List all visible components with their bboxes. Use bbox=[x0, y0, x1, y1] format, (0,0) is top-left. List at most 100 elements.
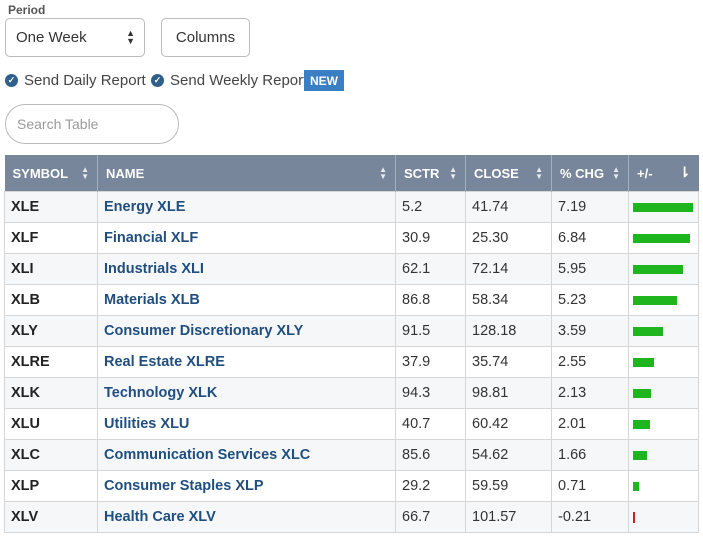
pct-chg-cell: 5.23 bbox=[551, 284, 629, 316]
name-link[interactable]: Utilities XLU bbox=[97, 408, 396, 440]
close-cell: 25.30 bbox=[465, 222, 552, 254]
sort-icon: ▲ ▼ bbox=[449, 165, 457, 181]
search-input[interactable] bbox=[5, 104, 179, 144]
close-cell: 41.74 bbox=[465, 191, 552, 223]
column-header-label: SYMBOL bbox=[12, 165, 69, 181]
period-select-value: One Week bbox=[16, 29, 87, 46]
change-bar-cell bbox=[628, 408, 699, 440]
sctr-cell: 5.2 bbox=[395, 191, 466, 223]
change-bar bbox=[633, 511, 635, 523]
table-row[interactable]: XLE Energy XLE 5.2 41.74 7.19 bbox=[4, 191, 699, 223]
table-row[interactable]: XLRE Real Estate XLRE 37.9 35.74 2.55 bbox=[4, 346, 699, 378]
symbol-cell: XLB bbox=[4, 284, 98, 316]
pct-chg-cell: 2.01 bbox=[551, 408, 629, 440]
change-bar bbox=[633, 481, 639, 491]
table-row[interactable]: XLB Materials XLB 86.8 58.34 5.23 bbox=[4, 284, 699, 316]
change-bar-cell bbox=[628, 315, 699, 347]
change-bar-cell bbox=[628, 346, 699, 378]
table-row[interactable]: XLV Health Care XLV 66.7 101.57 -0.21 bbox=[4, 501, 699, 533]
check-circle-icon[interactable]: ✓ bbox=[151, 73, 164, 87]
symbol-cell: XLRE bbox=[4, 346, 98, 378]
pct-chg-cell: 5.95 bbox=[551, 253, 629, 285]
change-bar-cell bbox=[628, 377, 699, 409]
sort-desc-icon: ⇂ bbox=[678, 164, 691, 180]
close-cell: 54.62 bbox=[465, 439, 552, 471]
column-header-pct-chg[interactable]: % CHG ▲ ▼ bbox=[551, 155, 629, 192]
name-link[interactable]: Financial XLF bbox=[97, 222, 396, 254]
change-bar bbox=[633, 295, 677, 305]
table-row[interactable]: XLP Consumer Staples XLP 29.2 59.59 0.71 bbox=[4, 470, 699, 502]
change-bar bbox=[633, 233, 691, 243]
sctr-cell: 66.7 bbox=[395, 501, 466, 533]
pct-chg-cell: 7.19 bbox=[551, 191, 629, 223]
name-link[interactable]: Consumer Staples XLP bbox=[97, 470, 396, 502]
name-link[interactable]: Materials XLB bbox=[97, 284, 396, 316]
pct-chg-cell: 2.13 bbox=[551, 377, 629, 409]
column-header-label: +/- bbox=[637, 165, 653, 181]
sctr-cell: 30.9 bbox=[395, 222, 466, 254]
updown-arrows-icon: ▲ ▼ bbox=[126, 28, 135, 46]
change-bar-cell bbox=[628, 191, 699, 223]
sctr-cell: 94.3 bbox=[395, 377, 466, 409]
send-daily-report-toggle[interactable]: ✓ Send Daily Report bbox=[5, 70, 146, 90]
change-bar bbox=[633, 419, 650, 429]
change-bar-cell bbox=[628, 501, 699, 533]
change-bar bbox=[633, 357, 655, 367]
change-bar bbox=[633, 264, 683, 274]
name-link[interactable]: Health Care XLV bbox=[97, 501, 396, 533]
name-link[interactable]: Real Estate XLRE bbox=[97, 346, 396, 378]
symbol-cell: XLP bbox=[4, 470, 98, 502]
sctr-cell: 40.7 bbox=[395, 408, 466, 440]
change-bar bbox=[633, 202, 693, 212]
close-cell: 60.42 bbox=[465, 408, 552, 440]
symbol-cell: XLC bbox=[4, 439, 98, 471]
column-header-label: NAME bbox=[106, 165, 145, 181]
table-row[interactable]: XLK Technology XLK 94.3 98.81 2.13 bbox=[4, 377, 699, 409]
symbol-cell: XLU bbox=[4, 408, 98, 440]
column-header-symbol[interactable]: SYMBOL ▲ ▼ bbox=[4, 155, 98, 192]
column-header-close[interactable]: CLOSE ▲ ▼ bbox=[465, 155, 552, 192]
pct-chg-cell: 1.66 bbox=[551, 439, 629, 471]
table-row[interactable]: XLU Utilities XLU 40.7 60.42 2.01 bbox=[4, 408, 699, 440]
pct-chg-cell: 2.55 bbox=[551, 346, 629, 378]
close-cell: 72.14 bbox=[465, 253, 552, 285]
sort-icon: ▲ ▼ bbox=[81, 165, 89, 181]
column-header-sctr[interactable]: SCTR ▲ ▼ bbox=[395, 155, 466, 192]
column-header-plus-minus[interactable]: +/- ⇂ bbox=[628, 155, 699, 192]
close-cell: 35.74 bbox=[465, 346, 552, 378]
column-header-name[interactable]: NAME ▲ ▼ bbox=[97, 155, 396, 192]
table-row[interactable]: XLY Consumer Discretionary XLY 91.5 128.18 3… bbox=[4, 315, 699, 347]
symbol-cell: XLI bbox=[4, 253, 98, 285]
sort-icon: ▲ ▼ bbox=[612, 165, 620, 181]
columns-button[interactable]: Columns bbox=[161, 18, 250, 57]
name-link[interactable]: Consumer Discretionary XLY bbox=[97, 315, 396, 347]
name-link[interactable]: Energy XLE bbox=[97, 191, 396, 223]
pct-chg-cell: -0.21 bbox=[551, 501, 629, 533]
send-daily-report-label: Send Daily Report bbox=[24, 71, 146, 89]
send-weekly-report-label: Send Weekly Report bbox=[170, 71, 308, 89]
change-bar-cell bbox=[628, 222, 699, 254]
column-header-label: % CHG bbox=[560, 165, 605, 181]
sort-icon: ▲ ▼ bbox=[379, 165, 387, 181]
sector-table: SYMBOL ▲ ▼ NAME ▲ ▼ SCTR ▲ ▼ CLOSE ▲ ▼ % CHG ▲ ▼ +… bbox=[4, 155, 699, 533]
name-link[interactable]: Technology XLK bbox=[97, 377, 396, 409]
symbol-cell: XLK bbox=[4, 377, 98, 409]
change-bar bbox=[633, 450, 647, 460]
change-bar-cell bbox=[628, 470, 699, 502]
symbol-cell: XLF bbox=[4, 222, 98, 254]
period-select[interactable]: One Week ▲ ▼ bbox=[5, 18, 145, 57]
sctr-cell: 62.1 bbox=[395, 253, 466, 285]
check-circle-icon[interactable]: ✓ bbox=[5, 73, 18, 87]
new-badge: NEW bbox=[304, 70, 344, 91]
sctr-cell: 29.2 bbox=[395, 470, 466, 502]
table-row[interactable]: XLI Industrials XLI 62.1 72.14 5.95 bbox=[4, 253, 699, 285]
name-link[interactable]: Communication Services XLC bbox=[97, 439, 396, 471]
table-row[interactable]: XLF Financial XLF 30.9 25.30 6.84 bbox=[4, 222, 699, 254]
name-link[interactable]: Industrials XLI bbox=[97, 253, 396, 285]
column-header-label: CLOSE bbox=[474, 165, 519, 181]
table-row[interactable]: XLC Communication Services XLC 85.6 54.62 1.… bbox=[4, 439, 699, 471]
send-weekly-report-toggle[interactable]: ✓ Send Weekly Report bbox=[151, 70, 307, 90]
change-bar-cell bbox=[628, 253, 699, 285]
column-header-label: SCTR bbox=[404, 165, 440, 181]
symbol-cell: XLY bbox=[4, 315, 98, 347]
